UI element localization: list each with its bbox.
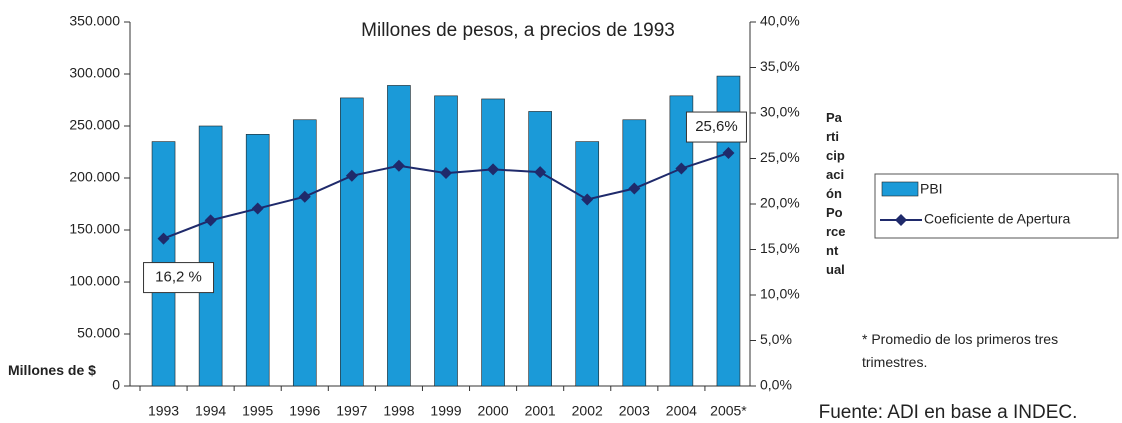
bar — [716, 75, 741, 387]
x-tick-label: 1993 — [148, 403, 179, 419]
y-tick-label: 200.000 — [69, 169, 120, 185]
bar — [622, 119, 647, 387]
y2-tick-label: 30,0% — [760, 104, 800, 120]
y2-tick-label: 35,0% — [760, 58, 800, 74]
chart-title: Millones de pesos, a precios de 1993 — [361, 20, 675, 41]
label-box — [143, 262, 215, 294]
x-tick-label: 1997 — [336, 403, 367, 419]
marker — [392, 159, 405, 172]
bar — [528, 111, 552, 387]
marker — [440, 167, 452, 180]
x-tick-label: 2003 — [619, 403, 650, 419]
marker — [345, 169, 358, 182]
label-box — [685, 111, 747, 143]
bar — [434, 95, 458, 387]
y-axis-label: Millones de $ — [8, 362, 96, 378]
bar — [387, 85, 411, 387]
y-tick-label: 250.000 — [69, 117, 120, 133]
marker — [487, 163, 500, 176]
bar — [340, 97, 364, 387]
x-tick-label: 1994 — [195, 403, 226, 419]
source: Fuente: ADI en base a INDEC. — [819, 402, 1078, 423]
y-tick-label: 150.000 — [69, 221, 120, 237]
marker — [581, 193, 594, 206]
marker — [534, 166, 547, 179]
y-tick-label: 0 — [112, 377, 120, 393]
marker — [157, 232, 170, 245]
legend-label: PBI — [920, 181, 943, 197]
marker — [722, 147, 735, 160]
legend-label: Coeficiente de Apertura — [924, 211, 1071, 227]
bar — [575, 141, 600, 387]
marker — [298, 190, 311, 203]
x-tick-label: 2000 — [477, 403, 508, 419]
legend-swatch — [881, 181, 919, 197]
y2-tick-label: 10,0% — [760, 286, 800, 302]
y2-tick-label: 5,0% — [760, 331, 792, 347]
y2-tick-label: 40,0% — [760, 13, 800, 29]
data-label: 16,2 % — [155, 269, 202, 286]
bar — [481, 98, 505, 387]
y2-axis-label: Participación Porcentual — [826, 110, 846, 277]
y-tick-label: 50.000 — [77, 325, 120, 341]
legend-marker — [895, 214, 907, 226]
x-tick-label: 2002 — [572, 403, 603, 419]
x-tick-label: 1998 — [383, 403, 414, 419]
x-tick-label: 2005* — [710, 403, 747, 419]
y2-tick-label: 15,0% — [760, 240, 800, 256]
y-tick-label: 100.000 — [69, 273, 120, 289]
y2-tick-label: 25,0% — [760, 149, 800, 165]
bar — [292, 119, 317, 387]
bar — [198, 125, 223, 387]
x-tick-label: 1995 — [242, 403, 273, 419]
marker — [204, 214, 217, 227]
note: * Promedio de los primeros tres trimestr… — [862, 331, 1059, 370]
marker — [251, 202, 264, 215]
marker — [675, 162, 688, 175]
x-tick-label: 2001 — [525, 403, 556, 419]
x-tick-label: 2004 — [666, 403, 697, 419]
x-tick-label: 1996 — [289, 403, 320, 419]
bar — [245, 134, 270, 387]
y2-tick-label: 0,0% — [760, 377, 792, 393]
marker — [628, 182, 641, 195]
y-tick-label: 350.000 — [69, 13, 120, 29]
y2-tick-label: 20,0% — [760, 195, 800, 211]
y-tick-label: 300.000 — [69, 65, 120, 81]
data-label: 25,6% — [695, 118, 738, 135]
x-tick-label: 1999 — [430, 403, 461, 419]
